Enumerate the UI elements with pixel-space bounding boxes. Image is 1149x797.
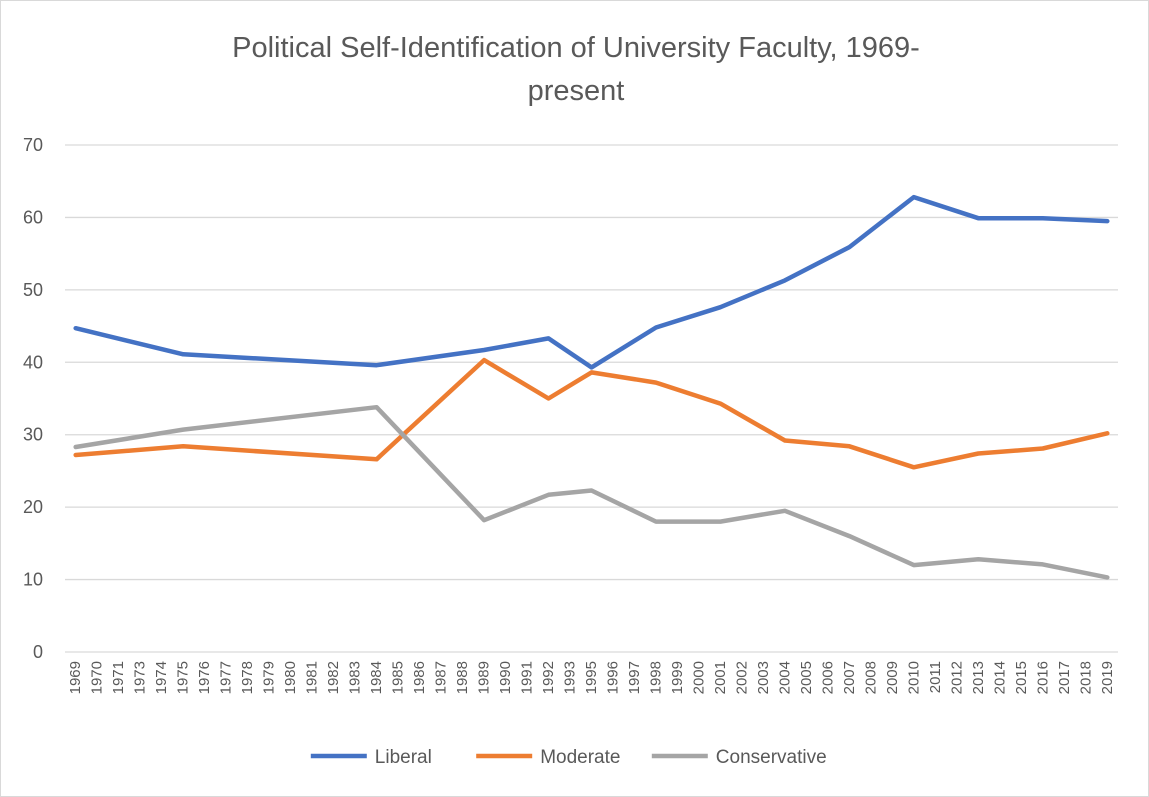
x-tick-label-2001: 2001 xyxy=(712,661,729,694)
x-tick-label-1992: 1992 xyxy=(540,661,557,694)
x-tick-label-2013: 2013 xyxy=(970,661,987,694)
x-tick-label-1991: 1991 xyxy=(519,661,536,694)
x-tick-label-1973: 1973 xyxy=(132,661,149,694)
x-tick-label-1976: 1976 xyxy=(196,661,213,694)
x-tick-label-1978: 1978 xyxy=(239,661,256,694)
x-tick-label-2015: 2015 xyxy=(1013,661,1030,694)
x-tick-label-2002: 2002 xyxy=(733,661,750,694)
x-tick-label-2009: 2009 xyxy=(884,661,901,694)
x-tick-label-2018: 2018 xyxy=(1077,661,1094,694)
x-tick-label-1993: 1993 xyxy=(562,661,579,694)
y-tick-label-70: 70 xyxy=(23,135,43,155)
x-tick-label-1995: 1995 xyxy=(583,661,600,694)
legend-label-liberal: Liberal xyxy=(375,747,432,768)
chart-title: Political Self-Identification of Univers… xyxy=(151,27,1001,113)
x-tick-label-1989: 1989 xyxy=(476,661,493,694)
x-tick-label-2000: 2000 xyxy=(690,661,707,694)
y-tick-label-30: 30 xyxy=(23,425,43,445)
y-tick-label-10: 10 xyxy=(23,570,43,590)
series-line-moderate xyxy=(73,357,1110,470)
x-tick-label-1977: 1977 xyxy=(218,661,235,694)
x-tick-label-1986: 1986 xyxy=(411,661,428,694)
x-tick-label-2016: 2016 xyxy=(1034,661,1051,694)
x-tick-label-2010: 2010 xyxy=(905,661,922,694)
x-tick-label-1997: 1997 xyxy=(626,661,643,694)
chart-title-line-2: present xyxy=(527,75,625,107)
x-tick-label-1984: 1984 xyxy=(368,661,385,694)
x-tick-label-1980: 1980 xyxy=(282,661,299,694)
x-tick-label-1970: 1970 xyxy=(89,661,106,694)
x-tick-label-2007: 2007 xyxy=(841,661,858,694)
x-tick-label-2019: 2019 xyxy=(1099,661,1116,694)
series-line-conservative xyxy=(73,404,1110,580)
x-tick-label-1999: 1999 xyxy=(669,661,686,694)
x-tick-label-1996: 1996 xyxy=(604,661,621,694)
x-tick-label-2004: 2004 xyxy=(776,661,793,694)
x-tick-label-1988: 1988 xyxy=(454,661,471,694)
chart-title-line-1: Political Self-Identification of Univers… xyxy=(232,32,920,64)
x-tick-label-1979: 1979 xyxy=(261,661,278,694)
x-tick-label-1987: 1987 xyxy=(433,661,450,694)
legend-label-conservative: Conservative xyxy=(716,747,827,768)
x-tick-label-1985: 1985 xyxy=(390,661,407,694)
x-tick-label-1982: 1982 xyxy=(325,661,342,694)
x-tick-label-2003: 2003 xyxy=(755,661,772,694)
x-tick-label-1974: 1974 xyxy=(153,661,170,694)
x-tick-label-2012: 2012 xyxy=(948,661,965,694)
x-tick-label-1981: 1981 xyxy=(304,661,321,694)
series-line-liberal xyxy=(73,194,1110,370)
x-tick-label-2005: 2005 xyxy=(798,661,815,694)
x-tick-label-2017: 2017 xyxy=(1056,661,1073,694)
x-tick-label-2008: 2008 xyxy=(862,661,879,694)
x-tick-label-1975: 1975 xyxy=(175,661,192,694)
x-tick-label-2014: 2014 xyxy=(991,661,1008,694)
x-tick-label-2006: 2006 xyxy=(819,661,836,694)
y-tick-label-40: 40 xyxy=(23,352,43,372)
y-tick-label-20: 20 xyxy=(23,497,43,517)
x-tick-label-1971: 1971 xyxy=(110,661,127,694)
x-tick-label-1998: 1998 xyxy=(647,661,664,694)
x-tick-label-1969: 1969 xyxy=(67,661,84,694)
y-tick-label-50: 50 xyxy=(23,280,43,300)
x-tick-label-2011: 2011 xyxy=(927,661,944,693)
x-tick-label-1983: 1983 xyxy=(347,661,364,694)
legend-label-moderate: Moderate xyxy=(540,747,620,768)
y-tick-label-0: 0 xyxy=(33,642,43,662)
y-tick-label-60: 60 xyxy=(23,207,43,227)
x-tick-label-1990: 1990 xyxy=(497,661,514,694)
